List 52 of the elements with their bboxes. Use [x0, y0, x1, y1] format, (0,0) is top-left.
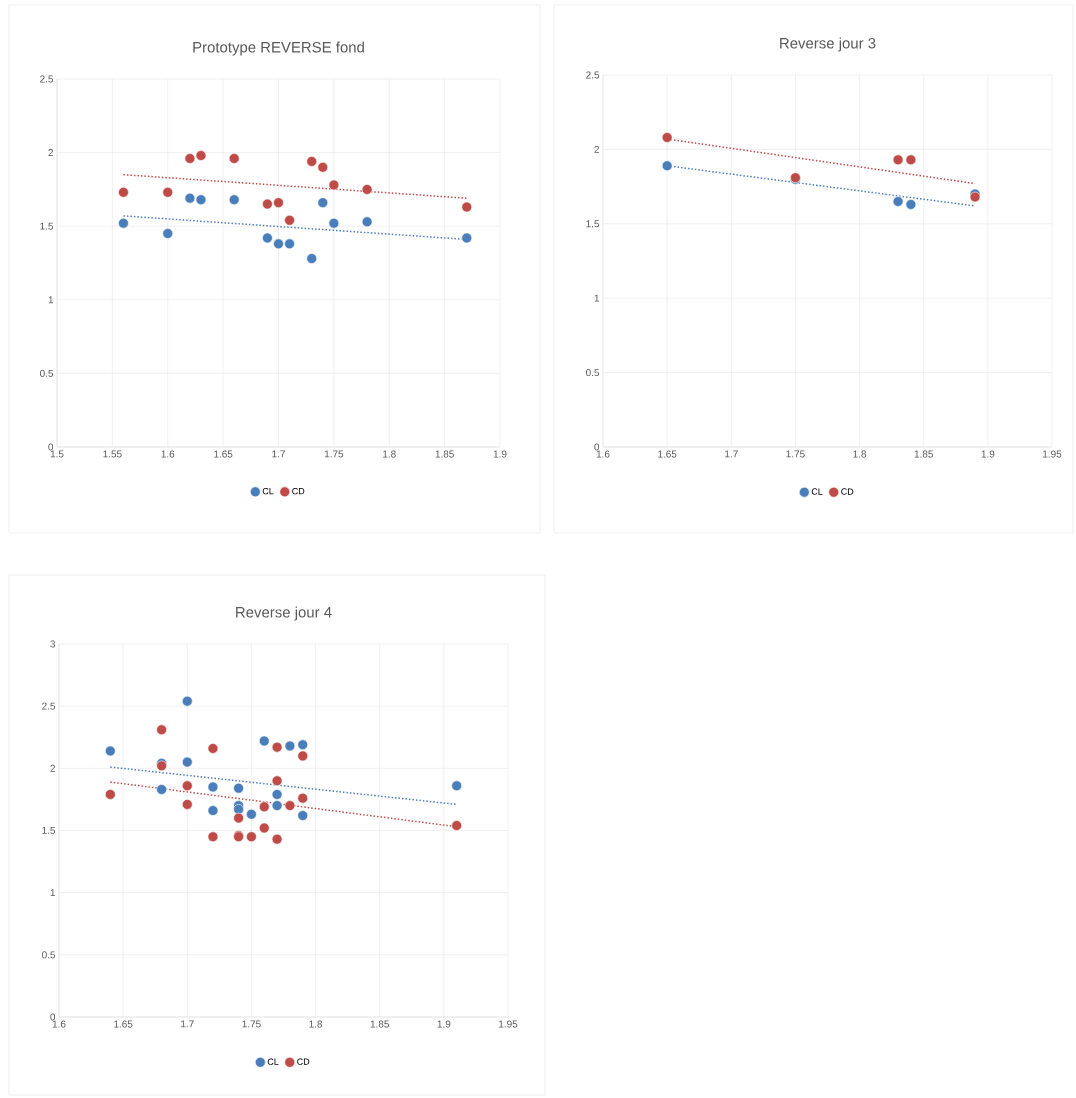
y-tick-label: 0 — [48, 443, 54, 451]
x-tick-label: 1.75 — [242, 1020, 261, 1028]
x-tick-label: 1.8 — [309, 1020, 323, 1028]
y-tick-label: 3 — [50, 640, 56, 648]
y-tick-label: 0.5 — [586, 369, 600, 377]
legend-label: CL — [811, 488, 823, 495]
x-tick-label: 1.7 — [725, 450, 738, 458]
legend-label: CD — [292, 487, 305, 495]
x-tick-label: 1.75 — [786, 450, 805, 458]
y-tick-label: 1 — [594, 294, 600, 302]
x-tick-label: 1.85 — [914, 450, 933, 458]
y-tick-label: 0.5 — [42, 951, 56, 959]
legend-label: CD — [841, 488, 854, 495]
x-tick-label: 1.65 — [214, 450, 233, 458]
x-tick-label: 1.6 — [596, 450, 610, 458]
x-tick-label: 1.55 — [103, 450, 122, 458]
x-tick-label: 1.95 — [1043, 450, 1062, 458]
y-tick-label: 1 — [48, 296, 53, 304]
y-tick-label: 2 — [594, 145, 599, 153]
x-tick-label: 1.8 — [853, 450, 867, 458]
x-tick-label: 1.85 — [435, 450, 454, 458]
y-tick-label: 0 — [594, 443, 600, 451]
legend-label: CL — [262, 487, 274, 495]
y-tick-label: 1 — [50, 889, 55, 897]
legend-label: CD — [297, 1058, 310, 1065]
chart-title: Reverse jour 4 — [236, 606, 332, 621]
x-tick-label: 1.9 — [493, 450, 507, 458]
x-tick-label: 1.7 — [181, 1020, 194, 1028]
y-tick-label: 1.5 — [42, 827, 56, 834]
legend-label: CL — [267, 1058, 279, 1065]
x-tick-label: 1.85 — [370, 1020, 389, 1028]
x-tick-label: 1.9 — [437, 1020, 451, 1028]
x-tick-label: 1.9 — [981, 450, 995, 458]
y-tick-label: 2.5 — [42, 702, 56, 710]
x-tick-label: 1.8 — [383, 450, 396, 458]
x-tick-label: 1.6 — [161, 450, 175, 458]
y-tick-label: 0.5 — [40, 369, 54, 377]
x-tick-label: 1.75 — [324, 450, 344, 458]
y-tick-label: 2 — [50, 764, 55, 772]
x-tick-label: 1.95 — [499, 1020, 518, 1028]
chart-title: Prototype REVERSE fond — [193, 41, 364, 56]
chart-title: Reverse jour 3 — [780, 37, 876, 52]
x-tick-label: 1.6 — [52, 1020, 66, 1028]
y-tick-label: 1.5 — [40, 222, 54, 230]
x-tick-label: 1.7 — [272, 450, 285, 458]
y-tick-label: 2 — [48, 149, 53, 157]
y-tick-label: 2.5 — [40, 75, 54, 83]
y-tick-label: 2.5 — [586, 71, 600, 79]
x-tick-label: 1.65 — [658, 450, 677, 458]
y-tick-label: 0 — [50, 1013, 56, 1021]
y-tick-label: 1.5 — [586, 220, 600, 228]
x-tick-label: 1.65 — [114, 1020, 133, 1028]
